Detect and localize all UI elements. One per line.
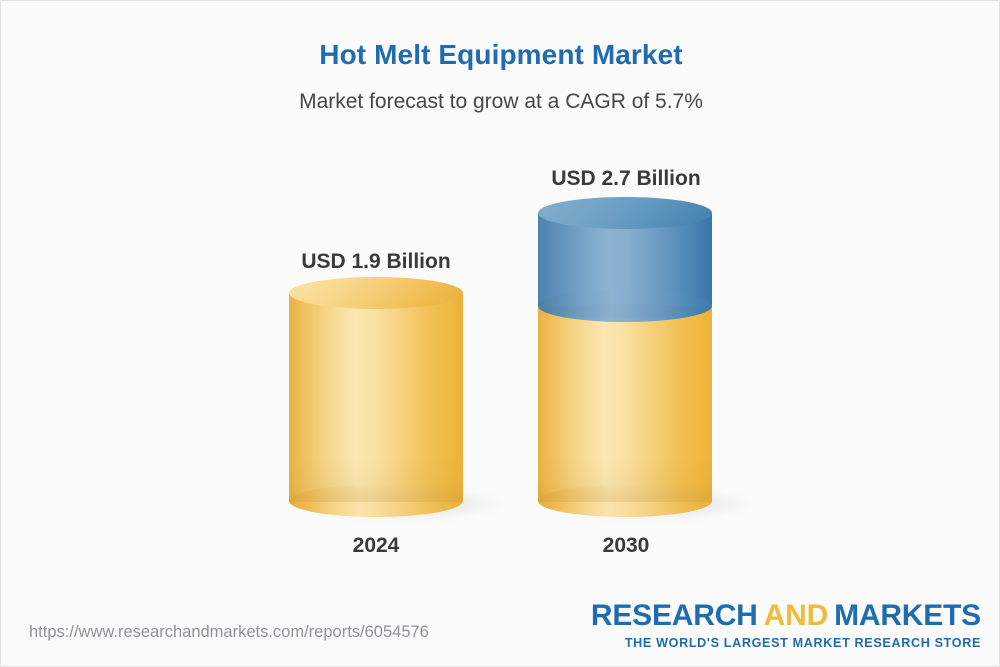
chart-subtitle: Market forecast to grow at a CAGR of 5.7… bbox=[299, 90, 703, 113]
brand-logo-research: RESEARCH bbox=[590, 599, 758, 632]
brand-logo-markets: MARKETS bbox=[834, 599, 981, 632]
bar-cylinder-body-base-2030[interactable] bbox=[538, 306, 712, 501]
brand-logo-wordmark: RESEARCH AND MARKETS bbox=[591, 601, 981, 631]
report-url[interactable]: https://www.researchandmarkets.com/repor… bbox=[29, 623, 429, 641]
bar-value-label-2030: USD 2.7 Billion bbox=[551, 167, 701, 190]
bar-cylinder-growth-foot-2030 bbox=[538, 290, 712, 322]
bar-cylinder-cap-2024 bbox=[289, 277, 463, 309]
brand-logo-tagline: THE WORLD'S LARGEST MARKET RESEARCH STOR… bbox=[624, 636, 981, 650]
brand-logo-and: AND bbox=[763, 599, 829, 632]
bar-category-label-2030: 2030 bbox=[602, 534, 650, 557]
page-title: Hot Melt Equipment Market bbox=[319, 39, 683, 70]
bar-category-label-2024: 2024 bbox=[352, 534, 400, 557]
chart-plot-area: USD 1.9 Billion 2024 USD 2.7 Billion bbox=[1, 1, 999, 601]
bar-cylinder-foot-2030 bbox=[538, 485, 712, 517]
bar-segment-seam-2030 bbox=[538, 304, 712, 318]
bar-cylinder-body-2024[interactable] bbox=[289, 293, 463, 501]
bar-value-label-2024: USD 1.9 Billion bbox=[301, 250, 451, 273]
bar-cylinder-foot-2024 bbox=[289, 485, 463, 517]
brand-logo[interactable]: RESEARCH AND MARKETS THE WORLD'S LARGEST M… bbox=[591, 601, 981, 650]
bar-cylinder-cap-2030 bbox=[538, 197, 712, 229]
